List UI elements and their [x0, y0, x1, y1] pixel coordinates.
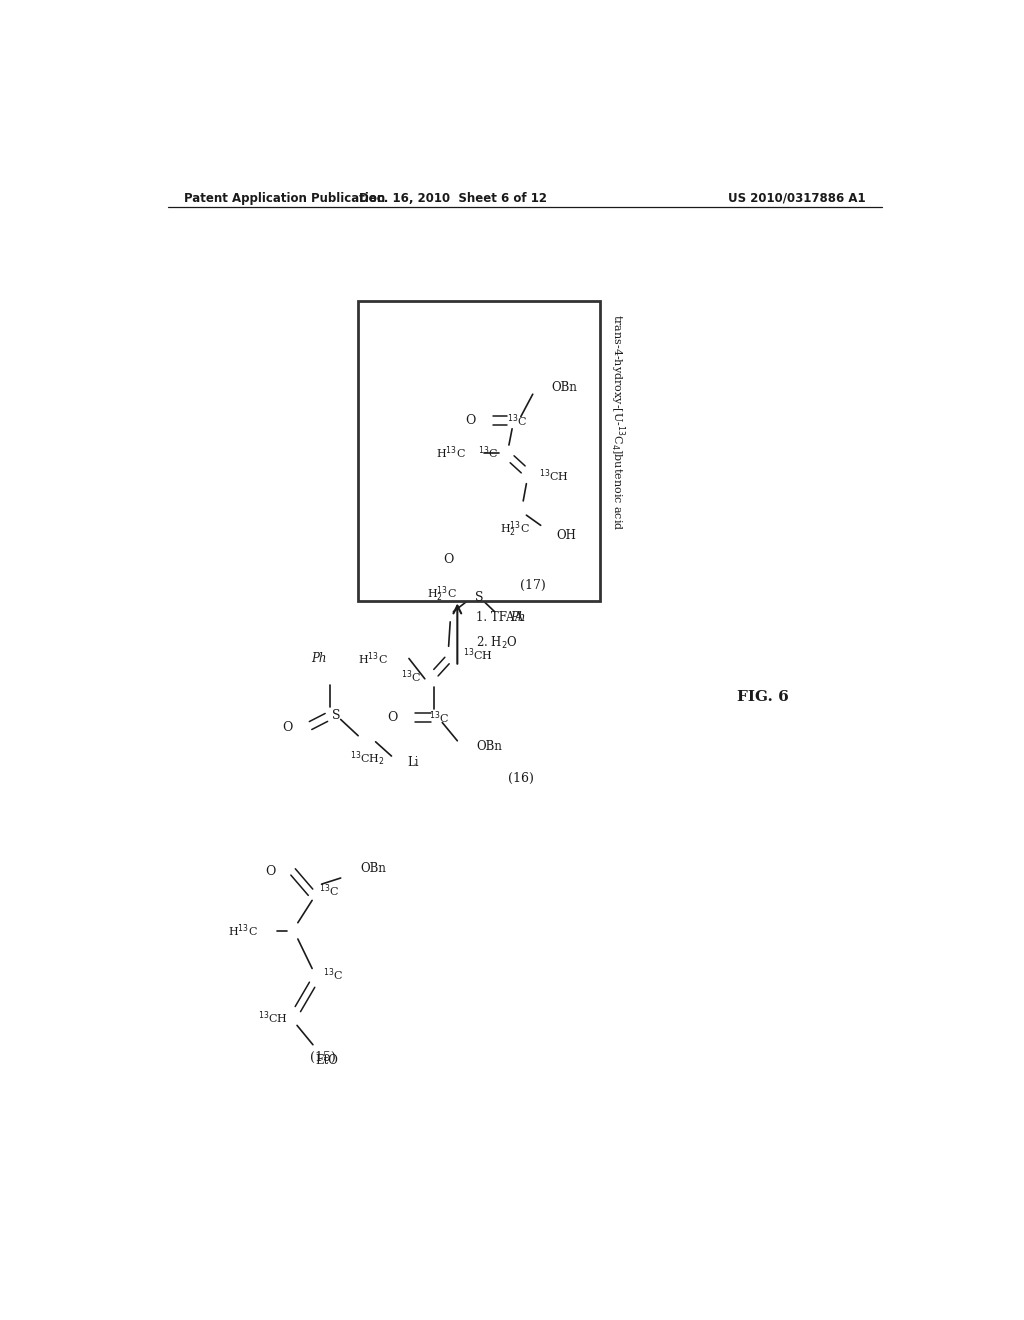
Text: OBn: OBn [552, 380, 578, 393]
Text: 1. TFAA: 1. TFAA [475, 611, 522, 624]
Text: O: O [387, 711, 397, 723]
Text: $^{13}$C: $^{13}$C [477, 445, 498, 462]
Text: (17): (17) [520, 578, 546, 591]
Text: Ph: Ph [511, 611, 526, 624]
Text: 2. H$_2$O: 2. H$_2$O [475, 635, 517, 651]
Text: (15): (15) [309, 1052, 335, 1064]
Text: H$^{13}$C: H$^{13}$C [358, 651, 388, 667]
Text: O: O [265, 866, 275, 878]
Text: $^{13}$C: $^{13}$C [319, 882, 339, 899]
Text: $^{13}$CH: $^{13}$CH [258, 1008, 289, 1026]
Text: Patent Application Publication: Patent Application Publication [183, 191, 385, 205]
Text: $^{13}$C: $^{13}$C [429, 709, 450, 726]
Text: $^{13}$C: $^{13}$C [324, 966, 343, 983]
Text: S: S [474, 591, 483, 605]
Text: OBn: OBn [476, 741, 502, 754]
Text: Li: Li [408, 755, 419, 768]
Text: OBn: OBn [360, 862, 386, 875]
Text: H$^{13}$C: H$^{13}$C [228, 923, 258, 939]
Text: $^{13}$C: $^{13}$C [507, 412, 527, 429]
Text: H$_2^{13}$C: H$_2^{13}$C [501, 519, 530, 539]
Text: Dec. 16, 2010  Sheet 6 of 12: Dec. 16, 2010 Sheet 6 of 12 [359, 191, 548, 205]
Text: Ph: Ph [310, 652, 327, 664]
Text: (16): (16) [508, 772, 534, 785]
Text: FIG. 6: FIG. 6 [737, 690, 788, 704]
Text: OH: OH [557, 529, 577, 543]
Text: O: O [465, 414, 475, 428]
Text: H$_2^{13}$C: H$_2^{13}$C [427, 583, 457, 603]
Text: S: S [332, 709, 340, 722]
Text: $^{13}$CH$_2$: $^{13}$CH$_2$ [350, 750, 385, 768]
Text: O: O [443, 553, 454, 566]
Text: $^{13}$C: $^{13}$C [401, 668, 422, 685]
Text: $^{13}$CH: $^{13}$CH [539, 467, 569, 484]
Text: US 2010/0317886 A1: US 2010/0317886 A1 [728, 191, 866, 205]
Text: H$^{13}$C: H$^{13}$C [436, 445, 466, 462]
Text: $^{13}$CH: $^{13}$CH [463, 645, 493, 663]
Text: EtO: EtO [315, 1055, 338, 1068]
Text: trans-4-hydroxy-[U-$^{13}$C$_4$]butenoic acid: trans-4-hydroxy-[U-$^{13}$C$_4$]butenoic… [608, 314, 627, 531]
Bar [358, 301, 600, 601]
Text: O: O [283, 721, 293, 734]
